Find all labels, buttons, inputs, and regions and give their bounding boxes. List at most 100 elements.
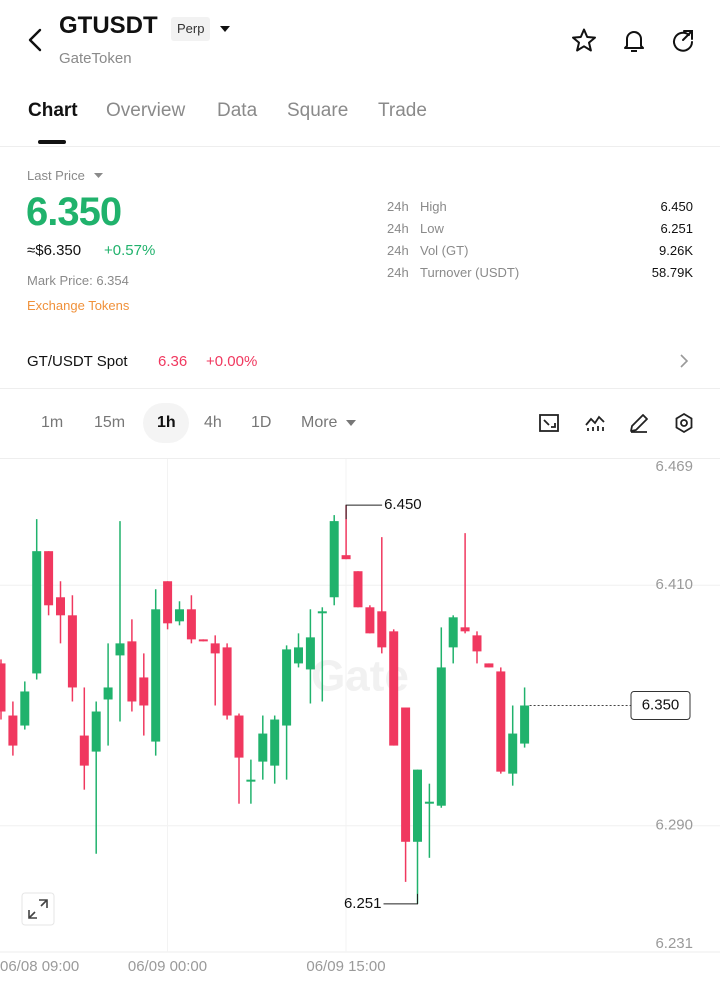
candle-body [389, 631, 399, 746]
candle-body [436, 667, 446, 806]
y-tick-label: 6.410 [655, 576, 693, 593]
candle-body [484, 663, 494, 668]
last-price-label: 6.350 [642, 696, 680, 713]
candle-body [163, 581, 173, 624]
stat-value: 9.26K [659, 243, 693, 258]
interval-selected-bg [143, 403, 189, 443]
candle-body [127, 641, 137, 702]
stat-name: Turnover (USDT) [420, 265, 520, 280]
candle-body [115, 643, 125, 656]
candle-body [56, 597, 65, 616]
candle-body [270, 719, 280, 766]
x-tick-label: 06/08 09:00 [0, 958, 79, 975]
stat-value: 6.450 [660, 199, 693, 214]
candle-body [198, 639, 208, 642]
symbol-caret[interactable] [219, 24, 231, 34]
draw-icon[interactable] [627, 411, 651, 435]
candle-body [151, 609, 161, 742]
candle-body [8, 715, 18, 746]
chart-type-icon[interactable] [537, 411, 561, 435]
candle-body [496, 671, 506, 772]
category-tag[interactable]: Exchange Tokens [27, 298, 130, 313]
candle-body [472, 635, 482, 652]
badge: Perp [171, 17, 211, 41]
candle-body [258, 733, 268, 762]
candle-body [210, 643, 220, 654]
tab[interactable]: Chart [28, 100, 78, 121]
tab[interactable]: Overview [106, 100, 186, 121]
back-button[interactable] [22, 26, 50, 54]
candle-body [341, 555, 351, 560]
stat-name: High [420, 199, 447, 214]
stat-value: 6.251 [660, 221, 693, 236]
fullscreen-button[interactable] [21, 892, 55, 926]
indicator-icon[interactable] [583, 411, 607, 435]
settings-icon[interactable] [672, 411, 696, 435]
candle-body [329, 521, 339, 598]
symbol-name: GateToken [59, 50, 132, 67]
stat-name: Low [420, 221, 444, 236]
more-caret[interactable] [345, 418, 357, 428]
candle-body [44, 551, 54, 606]
tab[interactable]: Data [217, 100, 258, 121]
spot-price: 6.36 [158, 353, 188, 370]
candle-body [460, 627, 470, 632]
y-tick-label: 6.231 [655, 935, 693, 952]
stat-value: 58.79K [651, 265, 693, 280]
high-marker-label: 6.450 [384, 496, 422, 513]
interval[interactable]: 15m [94, 414, 126, 431]
interval[interactable]: 1m [41, 414, 64, 431]
spot-name[interactable]: GT/USDT Spot [27, 353, 128, 370]
interval[interactable]: More [301, 414, 338, 431]
divider [0, 458, 720, 459]
candle-body [377, 611, 387, 648]
tab-underline [38, 140, 66, 144]
low-marker-label: 6.251 [344, 895, 382, 912]
low-marker-line [383, 893, 418, 905]
last-price-caret[interactable] [93, 171, 105, 181]
usd-price: ≈$6.350 [27, 242, 82, 259]
interval[interactable]: 1h [157, 414, 176, 431]
candle-body [222, 647, 232, 716]
share-icon[interactable] [669, 27, 697, 55]
symbol: GTUSDT [59, 12, 158, 39]
candle-body [424, 801, 434, 804]
stat-period: 24h [387, 199, 409, 214]
favorite-icon[interactable] [570, 27, 598, 55]
y-tick-label: 6.469 [655, 459, 693, 475]
interval[interactable]: 1D [251, 414, 272, 431]
mark-price: Mark Price: 6.354 [27, 273, 129, 288]
alert-icon[interactable] [620, 27, 648, 55]
candle-body [139, 677, 149, 706]
candle-body [246, 779, 256, 782]
y-tick-label: 6.290 [655, 817, 693, 834]
stat-period: 24h [387, 243, 409, 258]
high-marker-line [345, 504, 383, 520]
divider [0, 146, 720, 147]
candle-body [186, 609, 196, 640]
candle-body [401, 707, 411, 842]
stat-period: 24h [387, 221, 409, 236]
candle-body [234, 715, 244, 758]
candle-body [67, 615, 77, 688]
x-tick-label: 06/09 00:00 [128, 958, 207, 975]
candle-body [175, 609, 184, 622]
candle-body [79, 735, 89, 766]
candle-body [317, 611, 327, 614]
candle-body [448, 617, 458, 648]
candle-body [305, 637, 315, 670]
candle-body [91, 711, 101, 752]
tab[interactable]: Square [287, 100, 349, 121]
candle-body [0, 663, 6, 712]
price-change: +0.57% [104, 242, 156, 259]
candle-body [294, 647, 303, 664]
spot-change: +0.00% [206, 353, 258, 370]
interval[interactable]: 4h [204, 414, 222, 431]
spot-chevron[interactable] [676, 352, 692, 370]
divider [0, 388, 720, 389]
stat-period: 24h [387, 265, 409, 280]
tab[interactable]: Trade [378, 100, 427, 121]
candle-body [32, 551, 42, 674]
